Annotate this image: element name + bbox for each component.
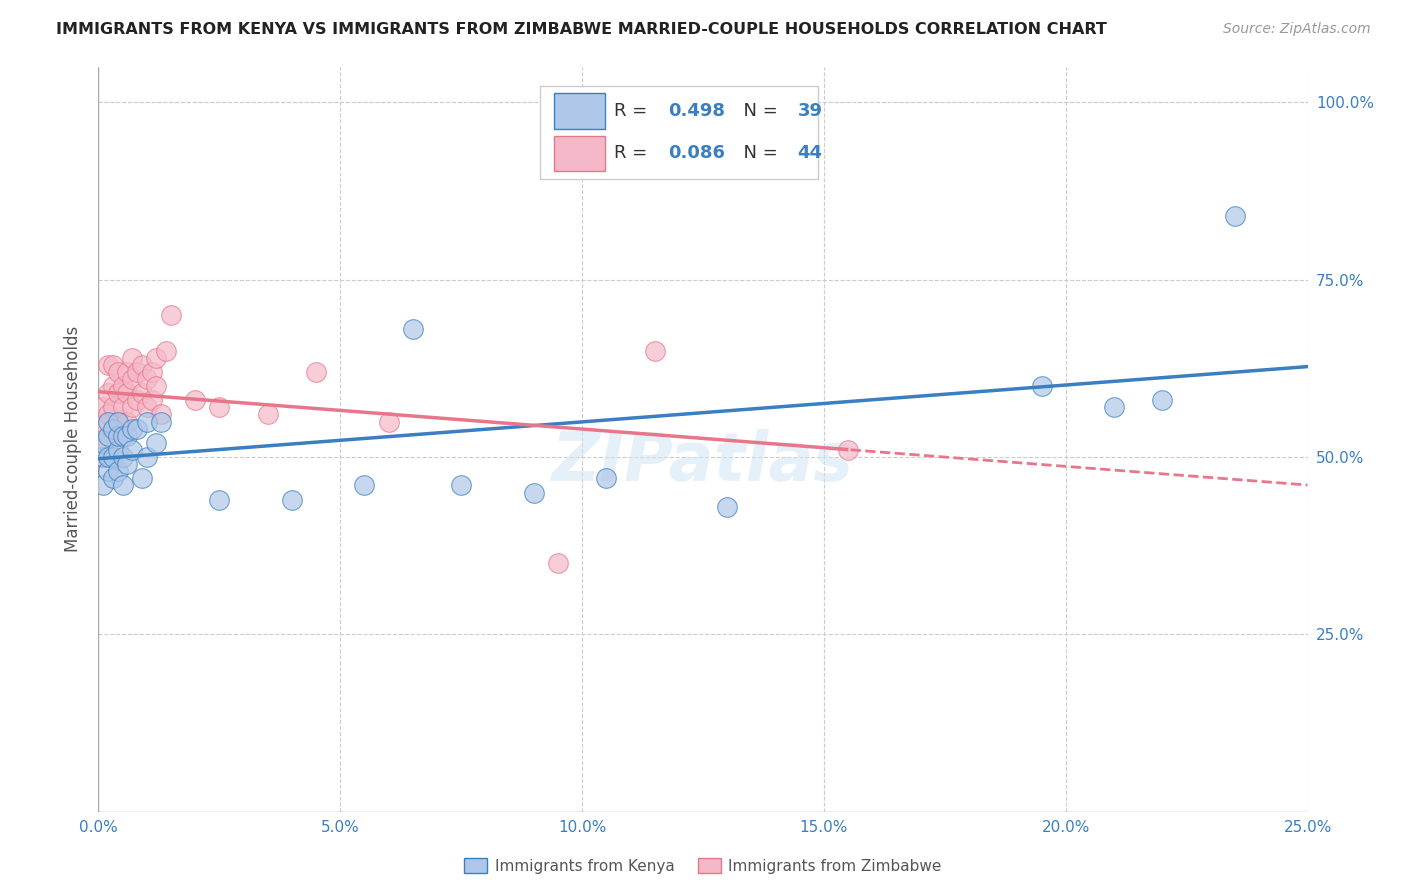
Point [141,393,163,408]
Point [135,450,157,464]
Y-axis label: Married-couple Households: Married-couple Households [65,326,83,552]
Point [107,442,129,457]
Point [644,343,666,358]
FancyBboxPatch shape [554,136,605,171]
Text: N =: N = [733,145,783,162]
Point [150,415,173,429]
Point [97,450,120,464]
Point [131,358,153,372]
Point [208,492,231,507]
Point [150,408,173,422]
Point [101,401,124,415]
Point [837,442,859,457]
Point [107,386,129,401]
Point [547,557,569,571]
FancyBboxPatch shape [540,86,818,178]
Point [135,401,157,415]
Point [1102,401,1125,415]
Point [111,429,134,443]
Point [377,415,399,429]
Point [127,393,149,408]
Point [1223,209,1246,223]
Point [595,471,617,485]
Text: 39: 39 [797,102,823,120]
Text: R =: R = [613,102,652,120]
Point [208,401,231,415]
Point [107,415,129,429]
Text: 0.498: 0.498 [668,102,725,120]
Point [91,450,114,464]
Point [101,429,124,443]
Point [91,401,114,415]
Point [353,478,375,492]
Text: 44: 44 [797,145,823,162]
Point [160,308,183,322]
Point [131,471,153,485]
Legend: Immigrants from Kenya, Immigrants from Zimbabwe: Immigrants from Kenya, Immigrants from Z… [458,852,948,880]
Point [107,365,129,379]
Point [117,386,139,401]
Point [91,450,114,464]
Point [107,429,129,443]
Point [111,422,134,436]
Point [402,322,425,336]
Point [523,485,546,500]
Point [131,386,153,401]
Point [111,379,134,393]
Point [97,386,120,401]
Point [101,450,124,464]
Point [111,478,134,492]
Point [141,365,163,379]
Point [91,478,114,492]
Point [107,464,129,478]
Point [121,372,143,386]
Point [101,379,124,393]
Point [145,379,167,393]
Point [97,429,120,443]
Point [155,343,177,358]
Text: 0.086: 0.086 [668,145,725,162]
Point [121,442,143,457]
Point [135,415,157,429]
Point [450,478,472,492]
Point [111,450,134,464]
Point [127,365,149,379]
Point [117,415,139,429]
Point [1031,379,1053,393]
Point [121,401,143,415]
Point [184,393,207,408]
Point [121,351,143,365]
FancyBboxPatch shape [554,93,605,128]
Point [1152,393,1174,408]
Point [97,358,120,372]
Point [107,415,129,429]
Point [117,429,139,443]
Point [97,464,120,478]
Point [91,415,114,429]
Text: ZIPatlas: ZIPatlas [553,429,853,495]
Point [101,358,124,372]
Point [305,365,328,379]
Point [117,457,139,471]
Point [101,471,124,485]
Point [121,422,143,436]
Point [111,401,134,415]
Point [716,500,738,514]
Point [145,351,167,365]
Point [281,492,304,507]
Text: N =: N = [733,102,783,120]
Point [101,422,124,436]
Point [91,435,114,450]
Point [97,408,120,422]
Point [127,422,149,436]
Point [145,435,167,450]
Text: R =: R = [613,145,652,162]
Point [97,435,120,450]
Point [256,408,278,422]
Point [135,372,157,386]
Point [117,365,139,379]
Text: Source: ZipAtlas.com: Source: ZipAtlas.com [1223,22,1371,37]
Point [97,415,120,429]
Text: IMMIGRANTS FROM KENYA VS IMMIGRANTS FROM ZIMBABWE MARRIED-COUPLE HOUSEHOLDS CORR: IMMIGRANTS FROM KENYA VS IMMIGRANTS FROM… [56,22,1107,37]
